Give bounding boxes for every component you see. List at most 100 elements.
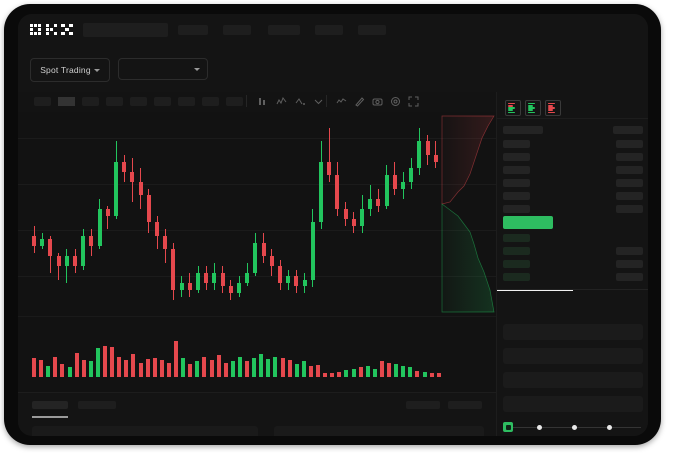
candle-body [89, 235, 94, 247]
nav-item-4[interactable] [315, 25, 343, 35]
orderbook-ask-row[interactable] [503, 166, 530, 174]
candle-body [179, 283, 184, 290]
orderbook-ask-size [616, 153, 643, 161]
trading-mode-selector[interactable]: Spot Trading [30, 58, 110, 82]
candlestick [64, 249, 69, 284]
bottom-pane-right [274, 426, 484, 436]
candle-wick [66, 249, 68, 284]
volume-bar [131, 354, 136, 377]
volume-bar [174, 341, 178, 377]
orderbook-bid-row[interactable] [503, 260, 530, 268]
nav-item-5[interactable] [358, 25, 386, 35]
timeframe-1w[interactable] [202, 97, 219, 106]
candlestick [253, 232, 258, 277]
volume-bar [415, 371, 420, 377]
orderbook-ask-row[interactable] [503, 192, 530, 200]
orderbook-mode-both-icon[interactable] [505, 100, 521, 116]
orderbook-ask-row[interactable] [503, 205, 530, 213]
candlestick [130, 158, 135, 203]
orderbook-ask-row[interactable] [503, 179, 530, 187]
timeframe-1d[interactable] [178, 97, 195, 106]
order-price-field[interactable] [503, 324, 643, 340]
app-screen: Spot Trading [18, 14, 648, 436]
candle-body [122, 161, 127, 172]
volume-bar [124, 360, 129, 377]
market-bar: Spot Trading [18, 46, 648, 119]
indicators-icon[interactable] [276, 96, 287, 107]
volume-bar [401, 366, 406, 377]
candlestick [146, 188, 151, 233]
order-total-field[interactable] [503, 372, 643, 388]
orderbook-ask-row[interactable] [503, 140, 530, 148]
orderbook-bid-row[interactable] [503, 247, 530, 255]
candle-body [155, 222, 159, 236]
amount-step-3[interactable] [607, 425, 612, 430]
candlestick [286, 269, 291, 290]
candlestick [163, 229, 168, 263]
orderbook-mode-asks-icon[interactable] [545, 100, 561, 116]
draw-pencil-icon[interactable] [354, 96, 365, 107]
timeframe-1h[interactable] [130, 97, 147, 106]
order-amount-field[interactable] [503, 348, 643, 364]
volume-bar [81, 360, 86, 377]
volume-bar [379, 361, 384, 377]
timeframe-4h[interactable] [154, 97, 171, 106]
volume-bar [88, 361, 93, 377]
gridline [18, 276, 496, 277]
candlestick [351, 212, 356, 233]
bottom-pane-left [32, 426, 258, 436]
volume-bar [344, 369, 349, 377]
volume-bar [422, 372, 427, 377]
candlestick [32, 225, 36, 253]
orderbook-ask-row[interactable] [503, 153, 530, 161]
search-input[interactable] [83, 23, 168, 37]
timeframe-1M[interactable] [226, 97, 243, 106]
amount-step-2[interactable] [572, 425, 577, 430]
nav-item-2[interactable] [223, 25, 251, 35]
candlestick [319, 141, 323, 230]
fullscreen-icon[interactable] [408, 96, 419, 107]
tab-order-history[interactable] [78, 401, 116, 409]
candlestick [220, 266, 225, 294]
nav-item-1[interactable] [178, 25, 208, 35]
okx-logo[interactable] [30, 24, 73, 37]
amount-step-1[interactable] [537, 425, 542, 430]
gridline [18, 184, 496, 185]
orderbook-bid-row[interactable] [503, 234, 530, 242]
timeframe-5m[interactable] [58, 97, 75, 106]
candlestick [327, 128, 332, 182]
bottom-action-1[interactable] [406, 401, 440, 409]
candle-body [417, 141, 422, 169]
candlestick [409, 158, 414, 189]
trading-pair-selector[interactable] [118, 58, 208, 80]
line-chart-icon[interactable] [336, 96, 347, 107]
nav-item-3[interactable] [268, 25, 300, 35]
orderbook-ask-size [616, 205, 643, 213]
bottom-action-2[interactable] [448, 401, 482, 409]
camera-icon[interactable] [372, 96, 383, 107]
candle-body [48, 239, 53, 257]
order-extra-field[interactable] [503, 396, 643, 412]
candle-body [327, 161, 332, 176]
timeframe-1m[interactable] [34, 97, 51, 106]
orderbook-bid-row[interactable] [503, 273, 530, 281]
candle-body [384, 175, 389, 206]
candlestick [196, 266, 200, 294]
timeframe-30m[interactable] [106, 97, 123, 106]
price-chart[interactable] [18, 112, 496, 316]
orderbook-mode-bids-icon[interactable] [525, 100, 541, 116]
gridline [18, 138, 496, 139]
chevron-down-icon[interactable] [313, 96, 324, 107]
amount-slider-handle[interactable] [503, 422, 513, 432]
candlestick [204, 266, 209, 290]
candlestick-type-icon[interactable] [256, 96, 267, 107]
volume-bar [245, 361, 249, 377]
timeframe-15m[interactable] [82, 97, 99, 106]
settings-gear-icon[interactable] [390, 96, 401, 107]
volume-chart[interactable] [18, 316, 496, 393]
tab-open-orders[interactable] [32, 401, 68, 409]
candle-body [433, 154, 438, 162]
compare-icon[interactable] [295, 96, 306, 107]
candle-body [302, 279, 307, 287]
